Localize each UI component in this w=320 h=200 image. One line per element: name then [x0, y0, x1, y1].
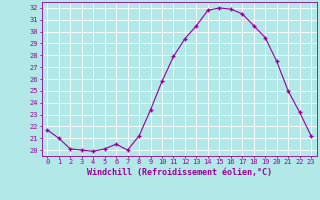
X-axis label: Windchill (Refroidissement éolien,°C): Windchill (Refroidissement éolien,°C) [87, 168, 272, 177]
